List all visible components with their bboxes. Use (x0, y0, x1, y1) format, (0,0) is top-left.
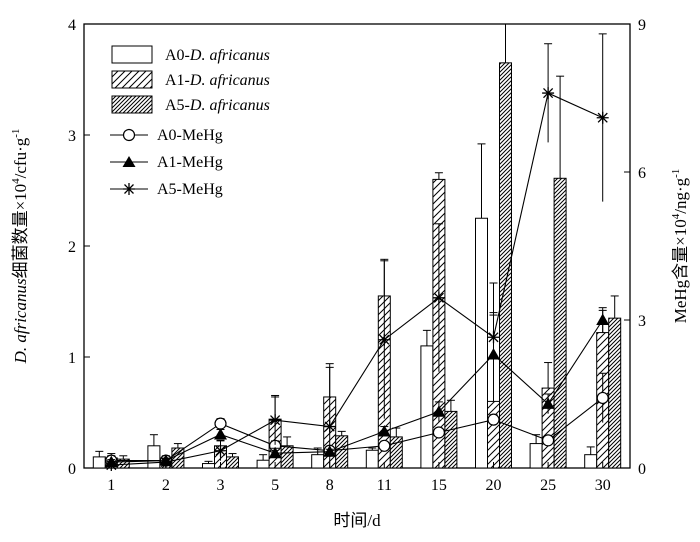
bar-0-7 (475, 217, 488, 469)
marker-0-9 (596, 391, 609, 405)
y-right-tick-label-0: 0 (638, 461, 646, 478)
bar-0-2 (202, 463, 215, 469)
marker-2-7 (487, 331, 500, 344)
legend: A0-D. africanus A1-D. africanus A5-D. af… (110, 45, 270, 198)
marker-2-3 (269, 414, 282, 427)
marker-1-6 (432, 405, 446, 417)
legend-label-a0-mehg: A0-MeHg (157, 127, 223, 144)
marker-1-9 (596, 313, 610, 325)
line-2 (111, 92, 603, 466)
legend-marker-a5-mehg (123, 183, 135, 195)
legend-label-a0-bar: A0-D. africanus (165, 47, 270, 64)
marker-1-8 (541, 397, 555, 409)
bar-2-9 (608, 317, 622, 469)
marker-0-8 (541, 434, 555, 447)
y-left-tick-label-0: 0 (68, 461, 76, 478)
legend-marker-a1-mehg (122, 156, 136, 167)
bar-0-1 (147, 445, 161, 469)
bar-2-2 (226, 456, 239, 469)
x-tick-label-1: 2 (162, 477, 170, 494)
legend-swatch-a1-bar (111, 70, 153, 89)
legend-marker-a0-mehg (122, 128, 136, 142)
marker-2-6 (432, 291, 445, 304)
marker-0-6 (432, 426, 445, 439)
x-tick-label-5: 11 (377, 477, 392, 494)
y-right-tick-label-3: 9 (638, 17, 646, 34)
y-axis-title-left: D. africanus细菌数量×104/cfu·g-1 (10, 129, 30, 365)
bars-layer (92, 24, 622, 469)
legend-swatch-a5-bar (111, 95, 153, 114)
bar-0-5 (365, 449, 379, 469)
bar-0-9 (584, 454, 598, 469)
legend-label-a1-mehg: A1-MeHg (157, 154, 223, 171)
x-tick-label-3: 5 (271, 477, 279, 494)
legend-label-a1-bar: A1-D. africanus (165, 72, 270, 89)
marker-1-2 (214, 427, 227, 440)
x-tick-label-9: 30 (595, 477, 611, 494)
bar-2-6 (444, 410, 458, 469)
x-tick-label-7: 20 (486, 477, 502, 494)
bar-0-3 (256, 459, 270, 469)
y-right-tick-label-2: 6 (638, 165, 646, 182)
x-tick-label-6: 15 (431, 477, 447, 494)
y-right-tick-label-1: 3 (638, 313, 646, 330)
y-left-tick-label-1: 1 (68, 350, 76, 367)
bar-2-1 (171, 447, 185, 469)
bar-1-7 (487, 400, 500, 469)
marker-2-5 (378, 333, 391, 346)
line-0 (111, 397, 604, 462)
marker-2-2 (214, 444, 227, 457)
marker-1-5 (377, 424, 391, 437)
bar-2-4 (335, 435, 349, 469)
marker-2-8 (542, 87, 555, 100)
bar-2-8 (553, 177, 567, 469)
x-tick-label-4: 8 (326, 477, 334, 494)
ticks-layer: 1 2 3 5 8 11 15 20 25 30 0 1 2 3 4 0 3 6 9 (68, 17, 646, 494)
marker-2-4 (323, 420, 336, 433)
x-tick-label-8: 25 (540, 477, 556, 494)
x-tick-label-0: 1 (107, 477, 115, 494)
y-axis-title-right: MeHg含量×104/ng·g-1 (670, 169, 690, 324)
bar-0-6 (420, 345, 434, 469)
bar-0-4 (311, 454, 325, 469)
marker-0-7 (487, 413, 500, 426)
y-left-tick-label-4: 4 (68, 17, 76, 34)
y-left-tick-label-2: 2 (68, 239, 76, 256)
legend-label-a5-mehg: A5-MeHg (157, 181, 223, 198)
legend-swatch-a0-bar (111, 45, 153, 64)
bar-0-0 (92, 456, 106, 469)
x-tick-label-2: 3 (217, 477, 225, 494)
bar-0-8 (529, 443, 543, 469)
marker-0-2 (214, 417, 227, 430)
marker-2-9 (596, 111, 609, 124)
x-axis-title: 时间/d (333, 511, 381, 530)
legend-label-a5-bar: A5-D. africanus (165, 97, 270, 114)
marker-1-3 (268, 446, 282, 459)
line-1 (111, 319, 604, 463)
marker-0-5 (378, 439, 391, 452)
y-left-tick-label-3: 3 (68, 128, 76, 145)
bar-2-3 (280, 445, 294, 469)
